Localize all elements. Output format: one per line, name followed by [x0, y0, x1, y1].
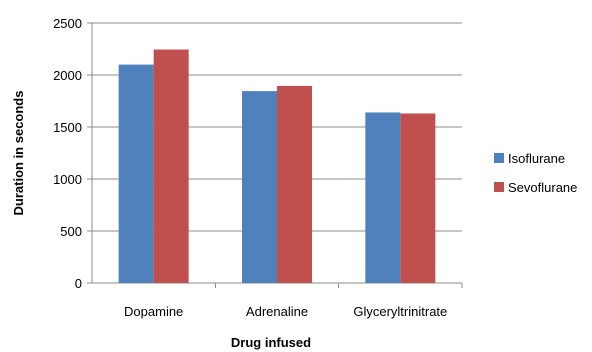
legend-swatch-sevoflurane	[494, 182, 504, 192]
x-tick-labels: Dopamine Adrenaline Glyceryltrinitrate	[124, 283, 463, 319]
y-tick-labels: 0 500 1000 1500 2000 2500	[53, 16, 92, 291]
y-axis-title: Duration in seconds	[11, 91, 26, 216]
legend-label-isoflurane: Isoflurane	[508, 151, 565, 166]
bar-sevoflurane-dopamine	[153, 49, 189, 283]
bar-sevoflurane-adrenaline	[277, 85, 312, 283]
bar-isoflurane-dopamine	[118, 64, 154, 283]
y-tick-label: 1000	[53, 172, 82, 187]
x-tick-label: Adrenaline	[246, 304, 308, 319]
bars	[118, 49, 436, 284]
y-tick-label: 500	[60, 224, 82, 239]
bar-isoflurane-adrenaline	[242, 91, 277, 284]
y-tick-label: 0	[75, 276, 82, 291]
bar-sevoflurane-glyceryltrinitrate	[400, 113, 436, 283]
x-tick-label: Dopamine	[124, 304, 183, 319]
y-tick-label: 2500	[53, 16, 82, 31]
x-axis-title: Drug infused	[231, 335, 311, 350]
x-tick-label: Glyceryltrinitrate	[353, 304, 447, 319]
bar-isoflurane-glyceryltrinitrate	[365, 112, 401, 283]
legend-swatch-isoflurane	[494, 153, 504, 163]
y-tick-label: 1500	[53, 120, 82, 135]
y-tick-label: 2000	[53, 68, 82, 83]
legend: Isoflurane Sevoflurane	[494, 151, 577, 195]
legend-label-sevoflurane: Sevoflurane	[508, 180, 577, 195]
